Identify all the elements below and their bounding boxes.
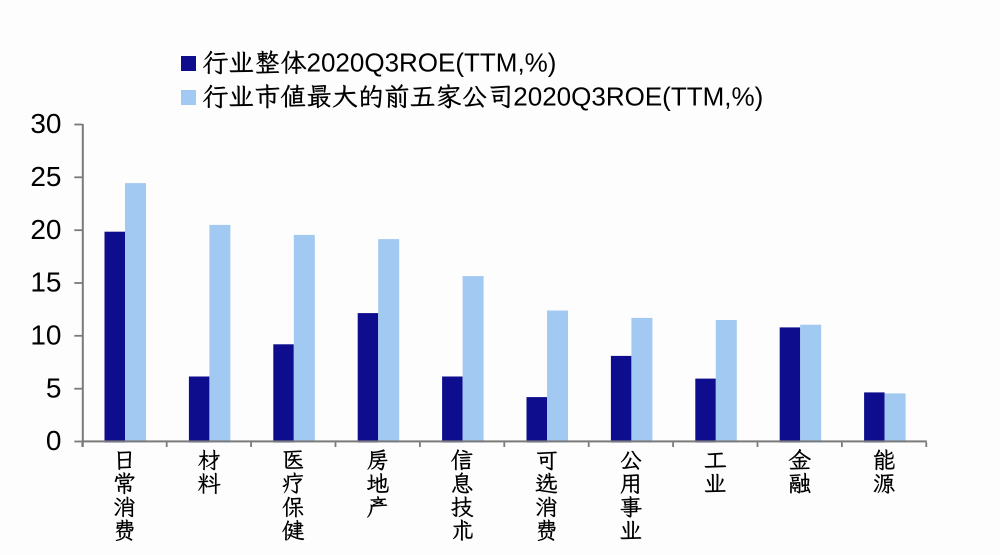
svg-text:30: 30 bbox=[30, 108, 61, 139]
svg-text:20: 20 bbox=[30, 214, 61, 245]
svg-text:15: 15 bbox=[30, 267, 61, 298]
svg-text:10: 10 bbox=[30, 319, 61, 350]
svg-text:25: 25 bbox=[30, 161, 61, 192]
svg-text:2020Q3ROE(TTM,%): 2020Q3ROE(TTM,%) bbox=[513, 82, 763, 112]
svg-text:2020Q3ROE(TTM,%): 2020Q3ROE(TTM,%) bbox=[307, 48, 557, 78]
svg-text:5: 5 bbox=[46, 372, 62, 403]
svg-text:0: 0 bbox=[46, 425, 62, 456]
